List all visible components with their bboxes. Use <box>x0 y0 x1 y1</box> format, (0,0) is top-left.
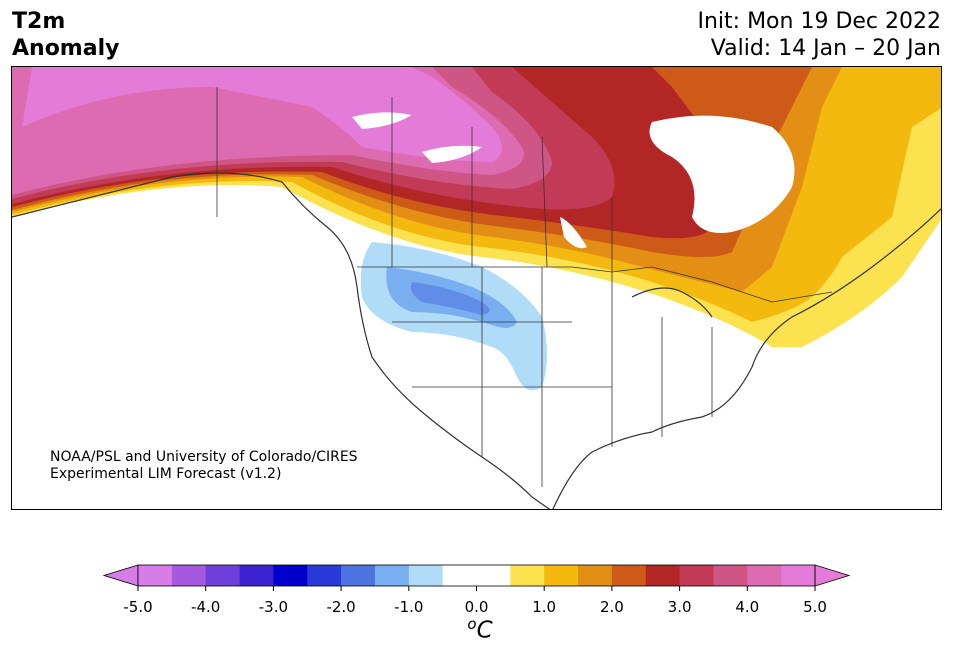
colorbar-tick-label: -4.0 <box>191 598 221 616</box>
colorbar-swatch <box>476 565 511 586</box>
arctic-island-lake1 <box>352 112 412 129</box>
colorbar-extend-min <box>102 564 139 587</box>
anomaly-map: NOAA/PSL and University of Colorado/CIRE… <box>11 66 942 510</box>
colorbar-swatch <box>578 565 613 586</box>
hudson-bay <box>649 115 795 233</box>
colorbar-swatch <box>273 565 308 586</box>
colorbar-tick-label: -1.0 <box>394 598 424 616</box>
colorbar-swatch <box>611 565 647 586</box>
colorbar-swatch <box>374 565 410 586</box>
unit-celsius: C <box>476 617 493 644</box>
colorbar-tick-label: 0.0 <box>464 598 489 616</box>
colorbar-unit: oC <box>450 615 510 644</box>
colorbar-tick-label: -3.0 <box>258 598 289 616</box>
credit-line2: Experimental LIM Forecast (v1.2) <box>50 466 282 482</box>
lake-winnipeg <box>560 217 587 249</box>
colorbar-swatch <box>544 565 579 586</box>
valid-range: Valid: 14 Jan – 20 Jan <box>710 36 941 61</box>
init-date: Init: Mon 19 Dec 2022 <box>697 9 942 34</box>
colorbar-swatch <box>205 565 241 586</box>
title-anomaly: Anomaly <box>12 36 120 61</box>
data-credit: NOAA/PSL and University of Colorado/CIRE… <box>50 449 358 483</box>
map-canvas <box>12 67 941 509</box>
colorbar-swatch <box>747 565 782 586</box>
forecast-dates: Init: Mon 19 Dec 2022 Valid: 14 Jan – 20… <box>698 8 942 62</box>
colorbar-swatch <box>341 565 376 586</box>
colorbar-swatch <box>645 565 681 586</box>
colorbar-extend-max <box>814 564 851 587</box>
colorbar-swatch <box>713 565 748 586</box>
coastlines <box>12 172 941 509</box>
arctic-island-lake2 <box>422 145 482 163</box>
credit-line1: NOAA/PSL and University of Colorado/CIRE… <box>50 449 358 465</box>
colorbar-swatch <box>442 565 477 586</box>
political-borders <box>216 87 833 487</box>
colorbar-tick-label: 3.0 <box>667 598 692 616</box>
anomaly-cold3 <box>410 282 490 315</box>
colorbar-swatch <box>307 565 342 586</box>
colorbar-swatch <box>138 565 173 586</box>
map-title: T2m Anomaly <box>12 8 119 62</box>
colorbar <box>102 564 851 591</box>
colorbar-swatch <box>408 565 444 586</box>
unit-degree: o <box>467 615 477 633</box>
colorbar-swatch <box>510 565 545 586</box>
colorbar-tick-label: 4.0 <box>735 598 760 616</box>
colorbar-tick-label: -5.0 <box>123 598 153 616</box>
anomaly-band-warm9 <box>22 67 502 162</box>
colorbar-swatch <box>239 565 274 586</box>
colorbar-tick-label: 1.0 <box>532 598 557 616</box>
colorbar-tick-label: 5.0 <box>803 598 827 616</box>
colorbar-swatch <box>679 565 714 586</box>
colorbar-swatch <box>781 565 816 586</box>
colorbar-tick-label: -2.0 <box>326 598 356 616</box>
colorbar-tick-label: 2.0 <box>599 598 624 616</box>
colorbar-swatch <box>171 565 207 586</box>
title-variable: T2m <box>12 9 66 34</box>
